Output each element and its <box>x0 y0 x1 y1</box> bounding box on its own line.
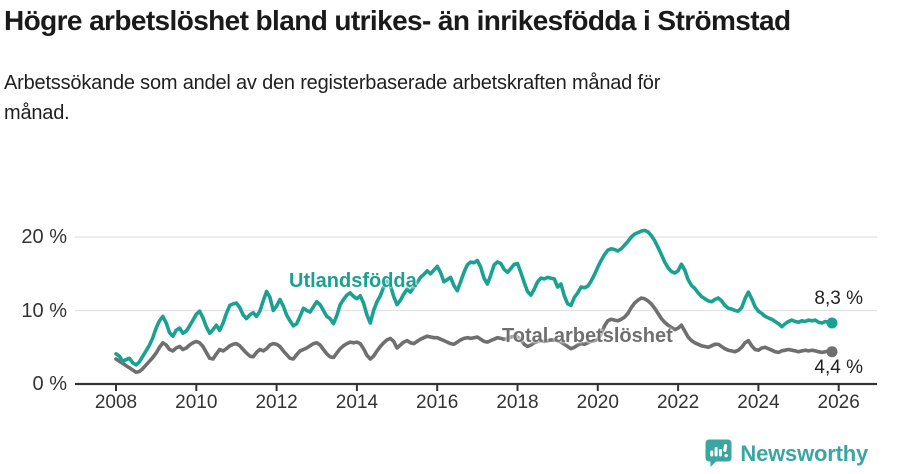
newsworthy-bubble-chart-icon <box>705 439 732 467</box>
y-tick-label: 10 % <box>21 299 67 322</box>
y-tick-label: 20 % <box>21 226 67 248</box>
x-tick-label: 2014 <box>335 392 379 413</box>
series-label-utlandsfodda: Utlandsfödda <box>289 270 417 292</box>
x-tick-label: 2008 <box>94 392 138 413</box>
x-tick-label: 2022 <box>656 392 700 413</box>
series-label-total-arbetsloshet: Total arbetslöshet <box>502 325 673 347</box>
newsworthy-logo: Newsworthy <box>705 439 868 468</box>
x-tick-label: 2026 <box>817 392 860 413</box>
y-tick-label: 0 % <box>32 373 67 395</box>
x-tick-label: 2010 <box>175 392 218 413</box>
x-tick-label: 2024 <box>737 392 780 413</box>
x-tick-label: 2020 <box>576 392 619 413</box>
end-value-total: 4,4 % <box>814 357 863 378</box>
chart-header: Högre arbetslöshet bland utrikes- än inr… <box>4 4 864 128</box>
x-tick-label: 2012 <box>255 392 298 413</box>
x-tick-label: 2018 <box>496 392 539 413</box>
end-value-utlandsfodda: 8,3 % <box>814 288 863 309</box>
page-title: Högre arbetslöshet bland utrikes- än inr… <box>4 5 791 36</box>
newsworthy-wordmark: Newsworthy <box>740 440 868 466</box>
x-tick-label: 2016 <box>416 392 459 413</box>
page-subtitle: Arbetssökande som andel av den registerb… <box>4 72 661 125</box>
